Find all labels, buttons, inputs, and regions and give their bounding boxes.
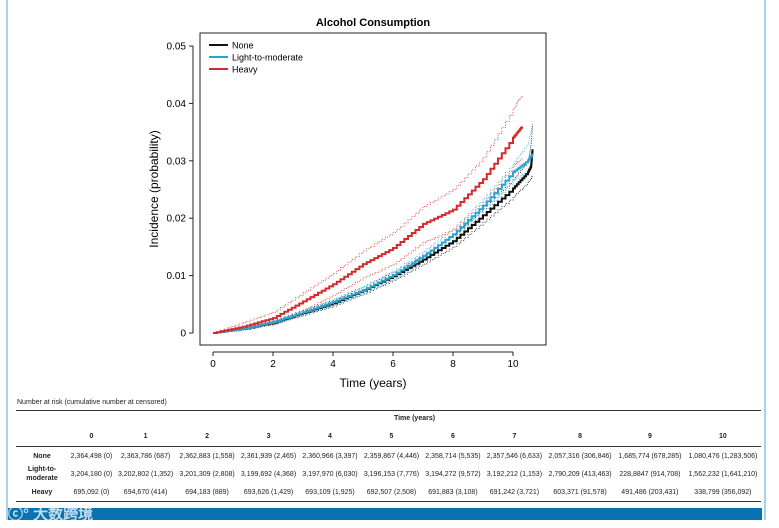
- risk-cell: 695,092 (0): [68, 483, 115, 502]
- table-row: Light-to-moderate 3,204,180 (0) 3,202,802 …: [16, 465, 761, 483]
- time-column-header: 9: [614, 426, 685, 447]
- risk-table-caption: Number at risk (cumulative number at cen…: [17, 399, 167, 406]
- risk-cell: 3,201,309 (2,808): [179, 470, 235, 478]
- light-to-moderate-line: [213, 153, 534, 334]
- risk-cell: 2,358,714 (5,535): [425, 452, 481, 460]
- risk-cell: 3,197,970 (6,030): [302, 470, 358, 478]
- time-column-header: 10: [684, 426, 761, 447]
- y-tick-label: 0.05: [167, 42, 187, 53]
- legend-label: Heavy: [232, 65, 258, 75]
- row-label: None: [33, 452, 51, 460]
- risk-cell: 3,192,212 (1,153): [486, 470, 543, 478]
- risk-cell: 3,199,692 (4,368): [240, 470, 297, 478]
- row-label: Heavy: [16, 483, 68, 502]
- risk-cell: 2,364,498 (0): [70, 452, 113, 460]
- risk-cell: 691,242 (3,721): [483, 483, 546, 502]
- risk-cell: 691,883 (3,108): [422, 483, 484, 502]
- x-tick-label: 6: [390, 359, 396, 370]
- risk-cell: 3,196,153 (7,776): [363, 470, 420, 478]
- y-tick-label: 0.01: [167, 271, 187, 282]
- risk-cell: 693,626 (1,429): [237, 483, 300, 502]
- y-axis-label: Incidence (probability): [147, 130, 161, 247]
- time-column-header: 5: [360, 426, 423, 447]
- risk-cell: 3,202,802 (1,352): [117, 470, 174, 478]
- heavy-lower-ci: [213, 157, 523, 334]
- chart-title: Alcohol Consumption: [316, 17, 431, 29]
- risk-cell: 228,8847 (914,708): [619, 470, 681, 478]
- x-tick-label: 0: [210, 359, 216, 370]
- time-column-header: 3: [237, 426, 300, 447]
- risk-cell: 3,194,272 (9,572): [425, 470, 481, 478]
- time-column-header: 6: [422, 426, 484, 447]
- risk-cell: 2,361,939 (2,465): [240, 452, 297, 460]
- legend-label: None: [232, 41, 254, 51]
- table-row: Heavy 695,092 (0) 694,670 (414) 694,183 (88…: [16, 483, 761, 502]
- footer-bar: [8, 508, 762, 520]
- y-tick-label: 0.03: [167, 156, 187, 167]
- risk-cell: 2,363,786 (687): [120, 452, 171, 460]
- x-tick-label: 10: [507, 359, 519, 370]
- risk-cell: 692,507 (2,508): [360, 483, 423, 502]
- time-column-header: 8: [545, 426, 615, 447]
- x-axis-label: Time (years): [340, 376, 407, 390]
- risk-cell: 2,057,316 (306,846): [548, 452, 612, 460]
- light-to-moderate-upper-ci: [213, 123, 533, 334]
- risk-cell: 2,360,966 (3,397): [302, 452, 358, 460]
- risk-cell: 491,486 (203,431): [614, 483, 685, 502]
- risk-cell: 1,685,774 (678,285): [618, 452, 682, 460]
- x-tick-label: 8: [450, 359, 456, 370]
- x-tick-label: 4: [330, 359, 336, 370]
- x-tick-label: 2: [270, 359, 276, 370]
- risk-cell: 694,670 (414): [114, 483, 177, 502]
- risk-cell: 2,790,209 (413,463): [548, 470, 612, 478]
- heavy-line: [213, 126, 523, 334]
- risk-cell: 1,080,476 (1,283,506): [688, 452, 758, 460]
- risk-cell: 603,371 (91,578): [545, 483, 615, 502]
- legend-label: Light-to-moderate: [232, 53, 303, 63]
- y-tick-label: 0: [180, 329, 186, 340]
- risk-cell: 2,362,883 (1,558): [179, 452, 235, 460]
- risk-cell: 3,204,180 (0): [70, 470, 113, 478]
- risk-cell: 1,562,232 (1,641,210): [688, 470, 758, 478]
- table-row: None 2,364,498 (0) 2,363,786 (687) 2,362,88…: [16, 447, 761, 466]
- incidence-chart: Alcohol Consumption 0 2 4 6 8 10 0 0.01 0.02 0.03…: [147, 17, 547, 390]
- risk-cell: 2,359,867 (4,446): [363, 452, 420, 460]
- time-header: Time (years): [68, 410, 761, 426]
- y-tick-label: 0.04: [167, 99, 187, 110]
- y-tick-label: 0.02: [167, 214, 187, 225]
- watermark-logo: ⓒ° 大数跨境: [8, 506, 94, 523]
- time-column-header: 7: [483, 426, 546, 447]
- time-column-header: 1: [114, 426, 177, 447]
- risk-cell: 2,357,546 (6,633): [486, 452, 543, 460]
- row-label: Light-to-moderate: [26, 466, 58, 482]
- none-line: [213, 149, 534, 334]
- risk-cell: 338,799 (356,092): [684, 483, 761, 502]
- number-at-risk-table: Time (years) 0 1 2 3 4 5 6 7 8 9 10 None 2,364,498 …: [16, 410, 761, 502]
- time-column-header: 4: [299, 426, 361, 447]
- plot-frame: [199, 32, 547, 346]
- none-upper-ci: [213, 126, 533, 334]
- risk-cell: 694,183 (889): [176, 483, 238, 502]
- figure-frame: [6, 0, 766, 520]
- risk-cell: 693,109 (1,925): [299, 483, 361, 502]
- time-column-header: 2: [176, 426, 238, 447]
- time-column-header: 0: [68, 426, 115, 447]
- light-to-moderate-lower-ci: [213, 165, 533, 334]
